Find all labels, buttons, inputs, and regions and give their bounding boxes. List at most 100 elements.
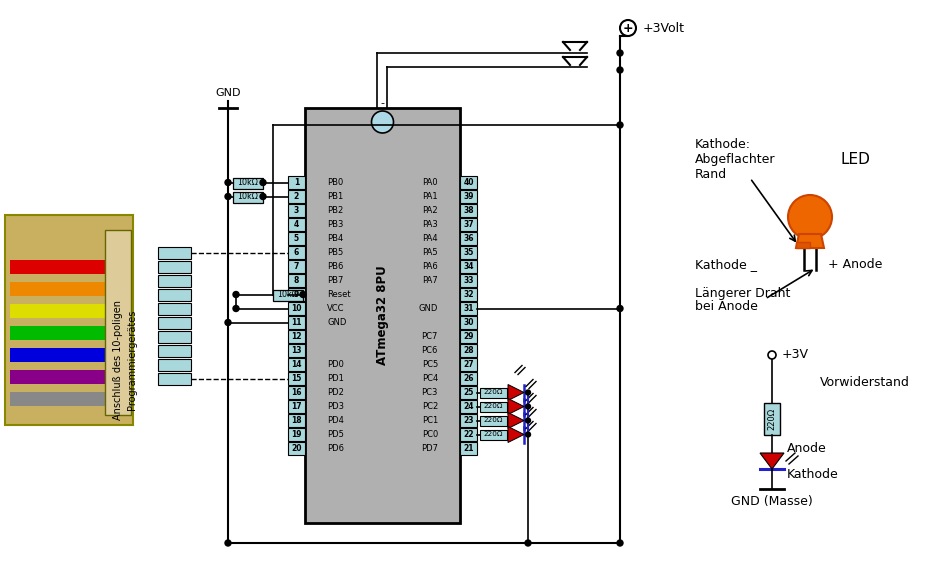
- Text: 220Ω: 220Ω: [483, 390, 503, 395]
- Text: PD6: PD6: [327, 444, 344, 453]
- Bar: [108, 235, 130, 405]
- Bar: [10, 348, 128, 362]
- Text: PC5: PC5: [422, 360, 438, 369]
- Text: Kathode _: Kathode _: [695, 258, 757, 272]
- Text: 27: 27: [464, 360, 474, 369]
- Text: 220Ω: 220Ω: [767, 408, 777, 430]
- Bar: [460, 428, 477, 441]
- Circle shape: [617, 50, 623, 56]
- Text: PC2: PC2: [422, 402, 438, 411]
- Bar: [764, 403, 780, 435]
- Text: PA4: PA4: [422, 234, 438, 243]
- Text: PB7: PB7: [327, 276, 344, 285]
- Bar: [460, 260, 477, 273]
- Bar: [460, 442, 477, 455]
- Text: Kathode:: Kathode:: [695, 138, 751, 152]
- Text: Abgeflachter: Abgeflachter: [695, 153, 776, 166]
- Text: 28: 28: [464, 346, 474, 355]
- Bar: [288, 442, 305, 455]
- Bar: [288, 246, 305, 259]
- Bar: [158, 373, 191, 385]
- Bar: [288, 400, 305, 413]
- Bar: [158, 303, 191, 315]
- Circle shape: [526, 404, 531, 409]
- Bar: [460, 302, 477, 315]
- Bar: [288, 232, 305, 245]
- Bar: [288, 176, 305, 189]
- Bar: [288, 428, 305, 441]
- Text: 24: 24: [464, 402, 474, 411]
- Bar: [460, 232, 477, 245]
- Circle shape: [225, 193, 231, 200]
- Circle shape: [372, 111, 394, 133]
- Text: 8: 8: [294, 276, 299, 285]
- Text: PA0: PA0: [422, 178, 438, 187]
- Text: 16: 16: [292, 388, 302, 397]
- Bar: [233, 192, 263, 203]
- Bar: [460, 330, 477, 343]
- Bar: [305, 108, 460, 523]
- Text: 10kΩ: 10kΩ: [238, 178, 259, 187]
- Text: 17: 17: [291, 402, 302, 411]
- Circle shape: [526, 432, 531, 437]
- Text: 34: 34: [464, 262, 474, 271]
- Bar: [460, 414, 477, 427]
- Text: +3V: +3V: [782, 348, 809, 362]
- Bar: [460, 316, 477, 329]
- Text: Anschluß des 10-poligen: Anschluß des 10-poligen: [113, 300, 123, 420]
- Text: 6: 6: [294, 248, 299, 257]
- Text: 2: 2: [294, 192, 299, 201]
- Text: LED: LED: [840, 153, 869, 168]
- Text: 40: 40: [464, 178, 474, 187]
- Text: PD1: PD1: [327, 374, 344, 383]
- Polygon shape: [508, 413, 524, 429]
- Text: PB0: PB0: [327, 178, 344, 187]
- Text: PC3: PC3: [422, 388, 438, 397]
- Bar: [10, 392, 128, 406]
- Bar: [460, 274, 477, 287]
- Circle shape: [225, 180, 231, 185]
- Bar: [288, 260, 305, 273]
- Bar: [288, 372, 305, 385]
- Text: 18: 18: [291, 416, 302, 425]
- Text: VCC: VCC: [327, 304, 345, 313]
- Text: 10kΩ: 10kΩ: [238, 192, 259, 201]
- Text: PC0: PC0: [422, 430, 438, 439]
- Circle shape: [768, 351, 776, 359]
- Bar: [288, 386, 305, 399]
- Bar: [10, 260, 128, 274]
- Text: GND (Masse): GND (Masse): [731, 495, 813, 509]
- Bar: [460, 190, 477, 203]
- Text: 13: 13: [292, 346, 302, 355]
- Text: PB6: PB6: [327, 262, 344, 271]
- Circle shape: [233, 292, 239, 297]
- Text: +: +: [623, 21, 633, 34]
- Text: 19: 19: [292, 430, 302, 439]
- Bar: [480, 387, 507, 398]
- Text: PB2: PB2: [327, 206, 344, 215]
- Text: 35: 35: [464, 248, 474, 257]
- Circle shape: [225, 540, 231, 546]
- Text: 38: 38: [464, 206, 474, 215]
- Bar: [158, 275, 191, 287]
- Circle shape: [788, 195, 832, 239]
- Bar: [796, 242, 810, 248]
- Text: Rand: Rand: [695, 169, 727, 181]
- Text: ATmega32 8PU: ATmega32 8PU: [376, 266, 389, 366]
- Text: PA5: PA5: [422, 248, 438, 257]
- Text: 14: 14: [292, 360, 302, 369]
- Text: GND: GND: [418, 304, 438, 313]
- Bar: [288, 190, 305, 203]
- Text: PA6: PA6: [422, 262, 438, 271]
- Bar: [10, 370, 128, 384]
- Text: PD0: PD0: [327, 360, 344, 369]
- Text: 36: 36: [464, 234, 474, 243]
- Bar: [460, 204, 477, 217]
- Bar: [288, 330, 305, 343]
- Bar: [158, 247, 191, 259]
- Text: PA2: PA2: [422, 206, 438, 215]
- Text: PD4: PD4: [327, 416, 344, 425]
- Bar: [158, 317, 191, 329]
- Bar: [158, 359, 191, 371]
- Text: GND: GND: [215, 88, 241, 98]
